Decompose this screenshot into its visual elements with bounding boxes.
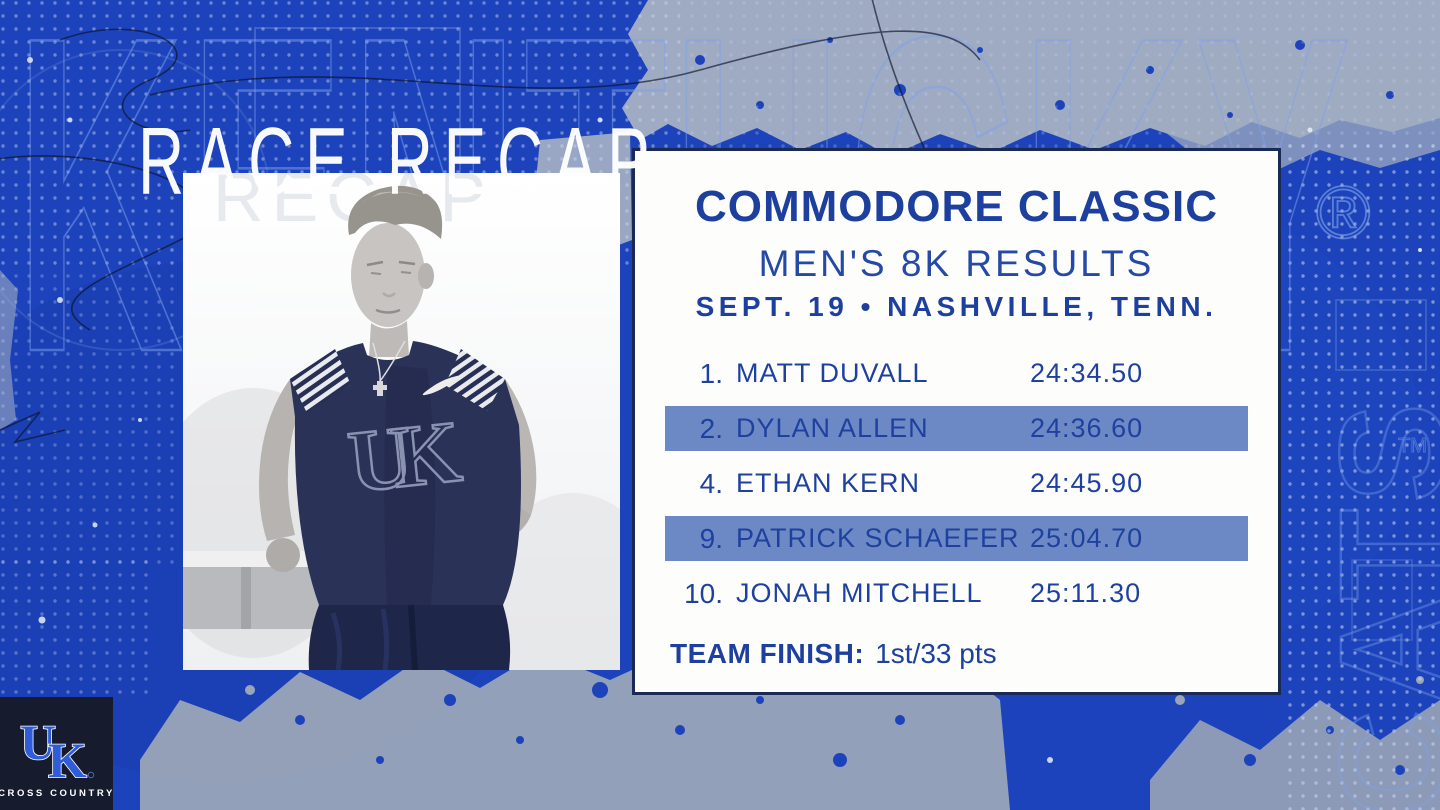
athlete-name: PATRICK SCHAEFER [736, 523, 1020, 553]
event-title: COMMODORE CLASSIC [695, 182, 1218, 231]
result-row-highlighted: 2. DYLAN ALLEN 24:36.60 [665, 406, 1248, 451]
logo-registered-mark-icon [87, 771, 94, 779]
result-rank: 1. [699, 357, 723, 389]
trademark-icon: TM [1398, 435, 1427, 457]
uk-interlock-logo: U K [19, 715, 94, 781]
result-row: 4. ETHAN KERN 24:45.90 [665, 461, 1248, 506]
banner-title: RACE RECAP [138, 107, 661, 215]
nike-swoosh-icon [422, 375, 463, 396]
finish-time: 24:45.90 [1030, 468, 1144, 498]
result-row: 1. MATT DUVALL 24:34.50 [665, 351, 1248, 396]
athlete-name: JONAH MITCHELL [736, 578, 983, 608]
jersey-strap-stripes [290, 349, 351, 413]
results-card: COMMODORE CLASSIC MEN'S 8K RESULTS SEPT.… [632, 148, 1281, 695]
event-subtitle: MEN'S 8K RESULTS [758, 243, 1155, 284]
finish-time: 25:04.70 [1030, 523, 1144, 553]
team-logo-box: U K CROSS COUNTRY [0, 697, 113, 810]
athlete-name: MATT DUVALL [736, 358, 929, 388]
finish-time: 25:11.30 [1030, 578, 1142, 608]
cats-outline-text: CATS [1308, 397, 1440, 810]
result-rank: 10. [684, 577, 723, 609]
result-rank: 2. [699, 412, 723, 444]
uk-logo-letter-k: K [48, 732, 87, 781]
event-date-location: SEPT. 19 • NASHVILLE, TENN. [695, 291, 1218, 322]
result-rank: 9. [699, 522, 723, 554]
team-finish: TEAM FINISH: 1st/33 pts [665, 638, 1248, 670]
team-finish-value: 1st/33 pts [875, 638, 997, 669]
runner-figure: UK [259, 185, 537, 670]
athlete-photo-card: RECAP [183, 173, 620, 670]
athlete-photo-illustration: RECAP [183, 173, 620, 670]
results-list: 1. MATT DUVALL 24:34.50 2. DYLAN ALLEN 2… [665, 351, 1248, 626]
athlete-name: DYLAN ALLEN [736, 413, 929, 443]
registered-mark-icon: ® [1316, 171, 1371, 254]
track-barrier [183, 551, 323, 567]
uk-logo-letter-u: U [20, 715, 56, 770]
finish-time: 24:34.50 [1030, 358, 1144, 388]
cross-country-label: CROSS COUNTRY [0, 788, 115, 799]
result-row: 10. JONAH MITCHELL 25:11.30 [665, 571, 1248, 616]
result-rank: 4. [699, 467, 723, 499]
athlete-name: ETHAN KERN [736, 468, 921, 498]
finish-time: 24:36.60 [1030, 413, 1144, 443]
result-row-highlighted: 9. PATRICK SCHAEFER 25:04.70 [665, 516, 1248, 561]
team-finish-label: TEAM FINISH: [670, 638, 865, 669]
